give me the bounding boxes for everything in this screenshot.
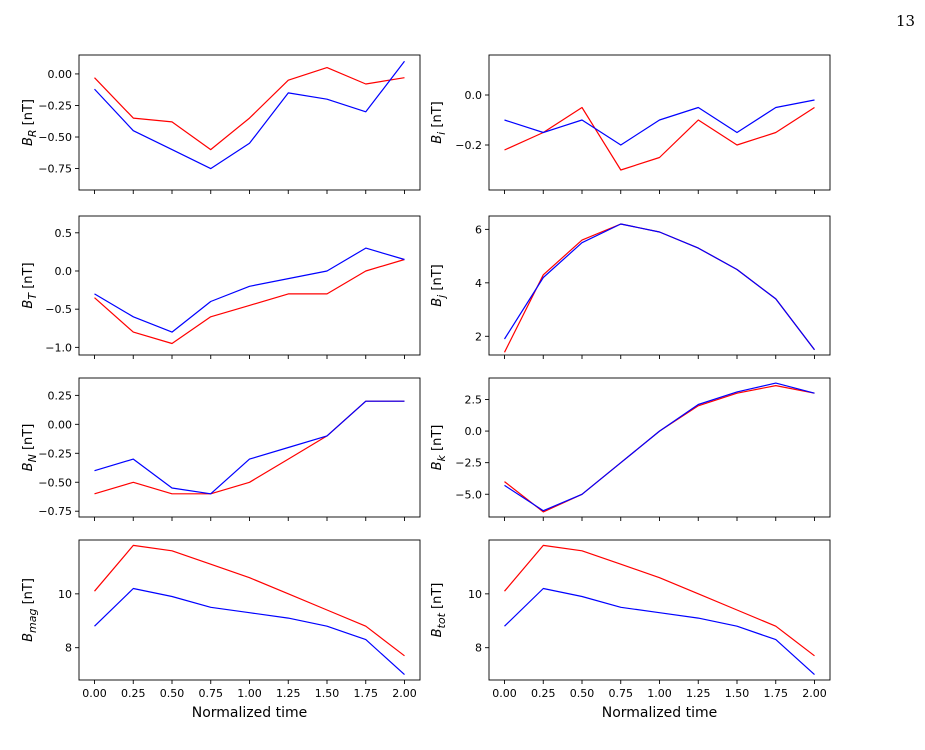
series-line-red (94, 67, 405, 151)
panel-b-j: 6 4 2 Bj [nT] (430, 215, 831, 359)
x-tick-label: 1.75 (354, 687, 379, 700)
y-tick-label: −0.5 (45, 303, 72, 316)
series-line-red (94, 544, 405, 657)
panel-b-mag: 10 8 0.00 0.25 0.50 0.75 1.00 1.25 1.50 1.75 2.00 N… (21, 539, 421, 721)
panel-b-n: 0.25 0.00 −0.25 −0.50 −0.75 BN [nT] (21, 377, 421, 521)
x-tick-label: 2.00 (802, 687, 827, 700)
x-axis-label: Normalized time (602, 705, 717, 721)
y-tick-label: 8 (475, 642, 482, 655)
x-tick-label: 1.50 (725, 687, 750, 700)
y-tick-label: −0.25 (38, 99, 72, 112)
y-tick-label: 10 (58, 588, 72, 601)
y-axis-label: Bi [nT] (430, 101, 448, 143)
axes-frame (78, 377, 421, 518)
y-tick-label: 0.0 (465, 89, 483, 102)
x-tick-label: 0.25 (531, 687, 556, 700)
y-axis-label: Btot [nT] (430, 583, 448, 638)
y-axis-label: Bk [nT] (430, 425, 448, 471)
page-number: 13 (896, 12, 916, 30)
panel-b-r: 0.00 −0.25 −0.50 −0.75 BR [nT] (21, 54, 421, 194)
y-axis-label: BT [nT] (21, 262, 39, 308)
axes-frame (78, 215, 421, 356)
axes-frame (488, 215, 831, 356)
axes-frame (488, 54, 831, 191)
x-tick-label: 0.50 (160, 687, 185, 700)
series-line-blue (504, 382, 815, 512)
y-tick-label: −1.0 (45, 341, 72, 354)
y-tick-label: −0.2 (455, 139, 482, 152)
x-tick-label: 1.75 (764, 687, 789, 700)
axes-frame (78, 539, 421, 681)
panel-b-tot: 10 8 0.00 0.25 0.50 0.75 1.00 1.25 1.50 1.75 2.00 N… (430, 539, 831, 721)
y-tick-label: 2.5 (465, 393, 483, 406)
y-tick-label: 0.00 (48, 68, 73, 81)
y-tick-label: 6 (475, 223, 482, 236)
y-axis-label: Bj [nT] (430, 264, 448, 306)
y-tick-label: 0.0 (55, 265, 73, 278)
y-tick-label: −0.75 (38, 163, 72, 176)
series-line-red (94, 258, 405, 345)
panel-b-r-lines (94, 60, 405, 170)
series-line-red (504, 544, 815, 657)
panel-b-i-lines (504, 99, 815, 171)
series-line-red (94, 400, 405, 495)
y-tick-label: 0.0 (465, 425, 483, 438)
y-tick-label: 0.5 (55, 227, 73, 240)
x-tick-label: 0.75 (199, 687, 224, 700)
series-line-red (504, 385, 815, 513)
panel-b-k-lines (504, 382, 815, 513)
series-line-red (503, 223, 815, 353)
axes-frame (78, 54, 421, 191)
x-axis-label: Normalized time (192, 705, 307, 721)
y-axis-label: BN [nT] (21, 424, 39, 472)
y-tick-label: 0.00 (48, 418, 73, 431)
y-tick-label: 10 (468, 588, 482, 601)
x-tick-label: 1.25 (276, 687, 301, 700)
x-tick-label: 2.00 (392, 687, 417, 700)
series-line-blue (94, 400, 405, 495)
y-tick-label: 4 (475, 277, 482, 290)
y-tick-label: −0.50 (38, 131, 72, 144)
series-line-red (504, 106, 815, 171)
x-tick-label: 0.50 (570, 687, 595, 700)
x-tick-label: 1.50 (315, 687, 340, 700)
panel-b-n-lines (94, 400, 405, 495)
y-tick-label: −0.75 (38, 505, 72, 518)
series-line-blue (94, 60, 405, 170)
y-axis-label: Bmag [nT] (21, 578, 39, 642)
panel-b-tot-lines (504, 544, 815, 676)
y-tick-label: −0.25 (38, 447, 72, 460)
x-tick-label: 1.25 (686, 687, 711, 700)
panel-b-t-lines (94, 247, 405, 345)
panel-b-t: 0.5 0.0 −0.5 −1.0 BT [nT] (21, 215, 421, 359)
x-tick-label: 0.25 (121, 687, 146, 700)
y-tick-label: 2 (475, 330, 482, 343)
y-tick-label: −0.50 (38, 476, 72, 489)
panel-b-mag-lines (94, 544, 405, 676)
axes-frame (488, 377, 831, 518)
panel-b-j-lines (503, 223, 815, 353)
series-line-blue (504, 587, 815, 676)
axes-frame (488, 539, 831, 681)
y-axis-label: BR [nT] (21, 99, 39, 146)
y-tick-label: 0.25 (48, 389, 73, 402)
y-tick-label: −2.5 (455, 457, 482, 470)
panel-b-k: 2.5 0.0 −2.5 −5.0 Bk [nT] (430, 377, 831, 521)
x-tick-label: 1.00 (647, 687, 672, 700)
y-tick-label: −5.0 (455, 488, 482, 501)
series-line-blue (94, 587, 405, 676)
x-tick-label: 0.00 (492, 687, 517, 700)
series-line-blue (503, 223, 815, 351)
x-tick-label: 0.00 (82, 687, 107, 700)
series-line-blue (94, 247, 405, 333)
x-tick-label: 0.75 (609, 687, 634, 700)
panel-b-i: 0.0 −0.2 Bi [nT] (430, 54, 831, 194)
series-line-blue (504, 99, 815, 146)
x-tick-label: 1.00 (237, 687, 262, 700)
y-tick-label: 8 (65, 642, 72, 655)
